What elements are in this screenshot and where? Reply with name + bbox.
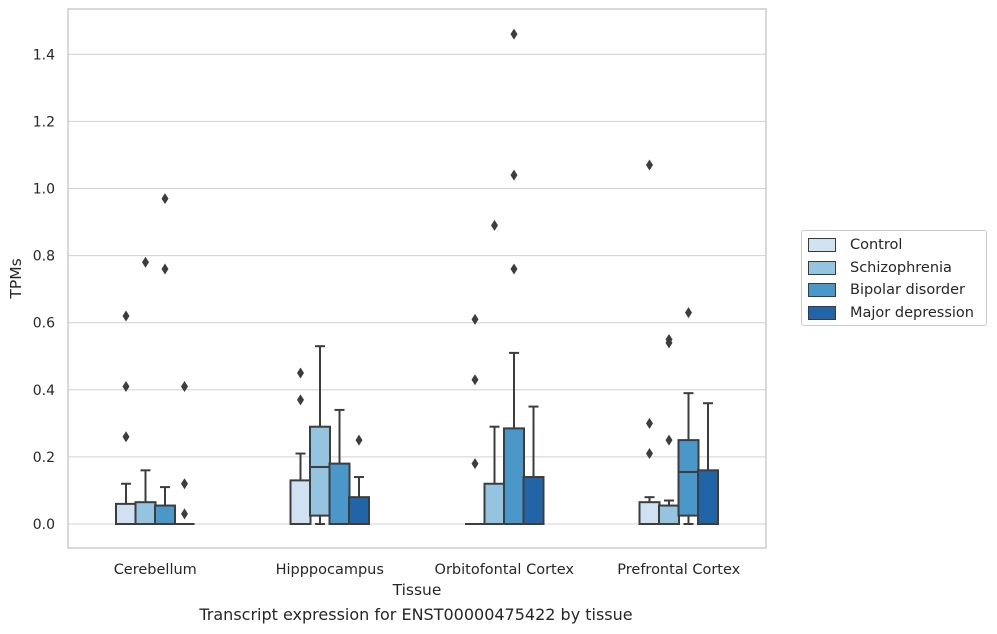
- outlier-point: [491, 219, 498, 231]
- box-control: [638, 159, 661, 526]
- box-schizophrenia: [658, 333, 680, 525]
- box-body: [289, 479, 312, 526]
- box-schizophrenia: [309, 345, 331, 525]
- box-body: [503, 427, 525, 526]
- x-tick-label: Cerebellum: [114, 562, 197, 578]
- legend-item: Major depression: [808, 303, 974, 323]
- legend-swatch: [808, 283, 836, 297]
- legend-swatch: [808, 238, 836, 252]
- outlier-point: [646, 159, 653, 171]
- box-body: [154, 504, 176, 525]
- y-tick-label: 0.2: [33, 450, 55, 466]
- y-tick-label: 0.0: [33, 517, 55, 533]
- box-body: [348, 496, 370, 526]
- box-body: [522, 476, 545, 525]
- box-body: [115, 502, 137, 525]
- box-schizophrenia: [483, 219, 506, 525]
- legend-item: Schizophrenia: [808, 258, 952, 278]
- gridlines: [68, 53, 766, 525]
- box-major-depression: [348, 434, 370, 526]
- x-tick-label: Prefrontal Cortex: [617, 562, 740, 578]
- outlier-point: [122, 310, 130, 322]
- box-bipolar-disorder: [154, 193, 176, 525]
- outlier-point: [355, 434, 363, 446]
- x-tick-label: Hipppocampus: [276, 562, 384, 578]
- box-major-depression: [174, 380, 195, 525]
- legend-item: Bipolar disorder: [808, 280, 965, 300]
- outlier-point: [181, 380, 188, 392]
- box-bipolar-disorder: [677, 307, 700, 525]
- x-axis-label: Tissue: [392, 581, 442, 599]
- outlier-point: [471, 374, 479, 386]
- outlier-point: [471, 313, 479, 325]
- outlier-point: [161, 263, 169, 275]
- y-tick-label: 1.0: [33, 182, 55, 198]
- outlier-point: [646, 448, 653, 460]
- legend-label: Bipolar disorder: [850, 282, 965, 298]
- box-body: [309, 425, 331, 517]
- box-schizophrenia: [134, 256, 157, 526]
- outlier-point: [665, 333, 673, 345]
- y-tick-label: 0.8: [33, 249, 55, 265]
- legend-label: Major depression: [850, 304, 974, 321]
- y-tick-label: 0.6: [33, 316, 55, 332]
- axes: [67, 8, 767, 549]
- box-body: [677, 439, 700, 517]
- box-control: [115, 310, 137, 525]
- outlier-point: [122, 380, 130, 392]
- box-control: [465, 313, 485, 525]
- plot-frame: [67, 8, 767, 549]
- y-tick-label: 1.4: [33, 47, 55, 63]
- outlier-point: [510, 169, 518, 181]
- box-major-depression: [522, 405, 545, 525]
- outlier-point: [665, 434, 673, 446]
- legend-item: Control: [808, 235, 902, 255]
- box-bipolar-disorder: [328, 408, 351, 525]
- legend-label: Control: [850, 237, 903, 253]
- box-major-depression: [697, 402, 719, 526]
- box-body: [134, 501, 157, 526]
- axis-labels: 0.0 0.2 0.4 0.6 0.8 1.0 1.2 1.4 Cerebellum Hipppo…: [7, 47, 741, 599]
- y-tick-label: 1.2: [33, 114, 55, 130]
- box-body: [483, 482, 506, 525]
- outlier-point: [181, 478, 188, 490]
- outlier-point: [142, 256, 149, 268]
- box-body: [697, 469, 719, 526]
- outlier-point: [297, 367, 304, 379]
- outlier-point: [161, 193, 169, 205]
- box-series: [115, 28, 719, 526]
- outlier-point: [646, 417, 653, 429]
- legend: Control Schizophrenia Bipolar disorder Majo…: [801, 230, 987, 326]
- box-control: [289, 367, 312, 526]
- box-body: [328, 462, 351, 525]
- outlier-point: [685, 307, 692, 319]
- x-tick-label: Orbitofontal Cortex: [435, 562, 575, 578]
- outlier-point: [471, 458, 479, 470]
- legend-swatch: [808, 260, 836, 275]
- outlier-point: [297, 394, 304, 406]
- outlier-point: [122, 431, 130, 443]
- box-bipolar-disorder: [503, 28, 525, 526]
- chart-caption: Transcript expression for ENST0000047542…: [199, 605, 633, 624]
- outlier-point: [510, 28, 518, 40]
- box-body: [658, 504, 680, 525]
- legend-swatch: [808, 305, 836, 320]
- outlier-point: [510, 263, 518, 275]
- y-axis-label: TPMs: [7, 258, 25, 299]
- y-tick-label: 0.4: [33, 383, 55, 399]
- outlier-point: [181, 508, 188, 520]
- box-body: [638, 501, 661, 526]
- legend-label: Schizophrenia: [850, 259, 952, 276]
